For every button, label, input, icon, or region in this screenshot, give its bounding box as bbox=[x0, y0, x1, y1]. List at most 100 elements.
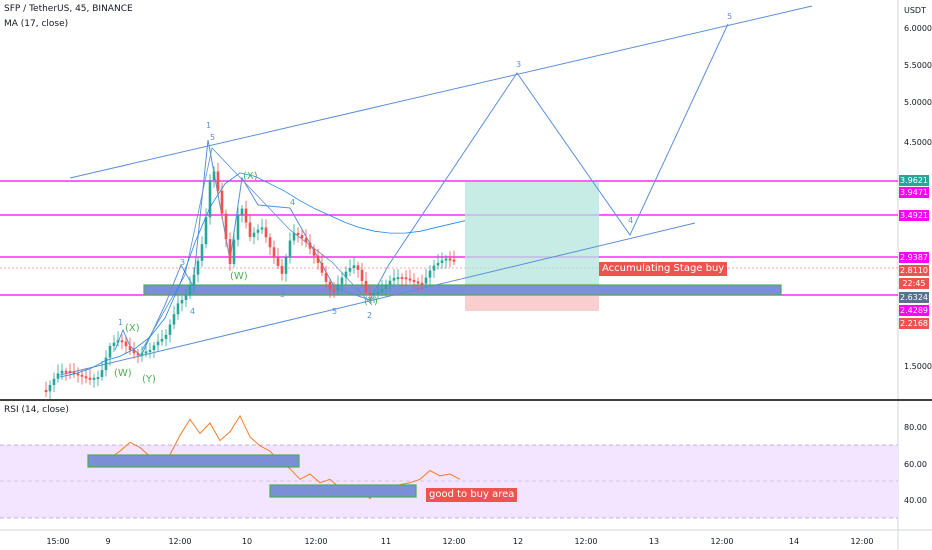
candle-body bbox=[392, 277, 396, 281]
x-tick: 12:00 bbox=[304, 537, 327, 546]
wave-label: 3 bbox=[180, 258, 186, 267]
price-tag-2-9387: 2.9387 bbox=[899, 252, 929, 263]
rsi-tick-40: 40.00 bbox=[904, 496, 927, 505]
candle-body bbox=[376, 291, 380, 294]
candle-body bbox=[228, 239, 232, 264]
rsi-tick-80: 80.00 bbox=[904, 423, 927, 432]
candlestick-series bbox=[44, 162, 456, 400]
candle-body bbox=[404, 277, 408, 280]
x-tick: 9 bbox=[105, 537, 110, 546]
candle-body bbox=[56, 373, 60, 379]
candle-body bbox=[388, 280, 392, 285]
candle-body bbox=[328, 281, 332, 290]
candle-body bbox=[272, 247, 276, 257]
candle-body bbox=[288, 240, 292, 258]
wave-label: 1 bbox=[206, 121, 212, 130]
x-tick: 10 bbox=[242, 537, 252, 546]
candle-body bbox=[68, 370, 72, 373]
candle-body bbox=[424, 277, 428, 284]
candle-body bbox=[264, 227, 268, 238]
ma-legend[interactable]: MA (17, close) bbox=[4, 19, 69, 29]
candle-body bbox=[172, 314, 176, 325]
candle-body bbox=[212, 171, 216, 181]
wave-label: (X) bbox=[125, 323, 140, 334]
price-tag-3-9471: 3.9471 bbox=[899, 187, 929, 198]
candle-body bbox=[240, 208, 244, 215]
wave-label: 3 bbox=[280, 290, 286, 299]
currency-label: USDT bbox=[904, 6, 926, 15]
candle-body bbox=[76, 373, 80, 376]
candle-body bbox=[220, 190, 224, 214]
candle-body bbox=[284, 257, 288, 274]
price-tag-2-4289: 2.4289 bbox=[899, 305, 929, 316]
candle-body bbox=[332, 289, 336, 292]
candle-body bbox=[452, 259, 456, 262]
x-tick: 12:00 bbox=[168, 537, 191, 546]
buy-area-callout: good to buy area bbox=[426, 488, 518, 502]
candle-body bbox=[440, 260, 444, 263]
candle-body bbox=[324, 272, 328, 282]
x-tick: 11 bbox=[381, 537, 391, 546]
candle-body bbox=[428, 270, 432, 278]
candle-body bbox=[64, 370, 68, 373]
candle-body bbox=[96, 377, 100, 380]
candle-body bbox=[216, 171, 220, 191]
channel-lower bbox=[59, 222, 696, 376]
x-tick: 14 bbox=[789, 537, 799, 546]
rsi-zone-low bbox=[269, 484, 417, 498]
x-tick: 12 bbox=[513, 537, 523, 546]
rsi-legend[interactable]: RSI (14, close) bbox=[4, 405, 69, 415]
candle-body bbox=[204, 217, 208, 245]
price-tag-3-4921: 3.4921 bbox=[899, 210, 929, 221]
candle-body bbox=[444, 258, 448, 261]
candle-body bbox=[352, 265, 356, 269]
price-tag-2-2168: 2.2168 bbox=[899, 318, 929, 329]
candle-body bbox=[360, 269, 364, 282]
candle-body bbox=[208, 180, 212, 218]
candle-body bbox=[320, 262, 324, 273]
candle-body bbox=[368, 292, 372, 295]
wave-label: (W) bbox=[114, 368, 132, 379]
candle-body bbox=[48, 385, 52, 392]
candle-body bbox=[256, 229, 260, 233]
candle-body bbox=[192, 274, 196, 286]
candle-body bbox=[52, 378, 56, 386]
candle-body bbox=[144, 351, 148, 354]
candle-body bbox=[336, 284, 340, 291]
candle-body bbox=[312, 248, 316, 256]
wave-secondary bbox=[141, 147, 373, 351]
accumulation-zone bbox=[143, 284, 782, 296]
candle-body bbox=[380, 288, 384, 292]
x-tick: 12:00 bbox=[850, 537, 873, 546]
candle-body bbox=[136, 353, 140, 356]
x-tick: 13 bbox=[649, 537, 659, 546]
wave-label: 4 bbox=[190, 307, 196, 316]
candle-body bbox=[124, 341, 128, 347]
candle-body bbox=[268, 237, 272, 248]
candle-body bbox=[420, 282, 424, 285]
candle-body bbox=[72, 372, 76, 375]
candle-body bbox=[120, 340, 124, 343]
wave-label: 5 bbox=[727, 12, 733, 21]
candle-body bbox=[156, 341, 160, 346]
candle-body bbox=[196, 260, 200, 275]
candle-body bbox=[88, 377, 92, 380]
channel-upper bbox=[69, 5, 813, 179]
candle-body bbox=[296, 232, 300, 236]
candle-body bbox=[396, 277, 400, 280]
rsi-zone-high bbox=[87, 454, 300, 468]
candle-body bbox=[276, 256, 280, 266]
candle-body bbox=[92, 377, 96, 380]
candle-body bbox=[160, 338, 164, 342]
x-tick: 15:00 bbox=[46, 537, 69, 546]
candle-body bbox=[128, 346, 132, 351]
symbol-legend[interactable]: SFP / TetherUS, 45, BINANCE bbox=[4, 4, 133, 14]
candle-body bbox=[436, 262, 440, 266]
wave-label: 1 bbox=[118, 318, 124, 327]
candle-body bbox=[304, 238, 308, 243]
candle-body bbox=[148, 349, 152, 352]
price-tag-3-9621: 3.9621 bbox=[899, 175, 929, 186]
candle-body bbox=[200, 244, 204, 261]
candle-body bbox=[372, 293, 376, 296]
